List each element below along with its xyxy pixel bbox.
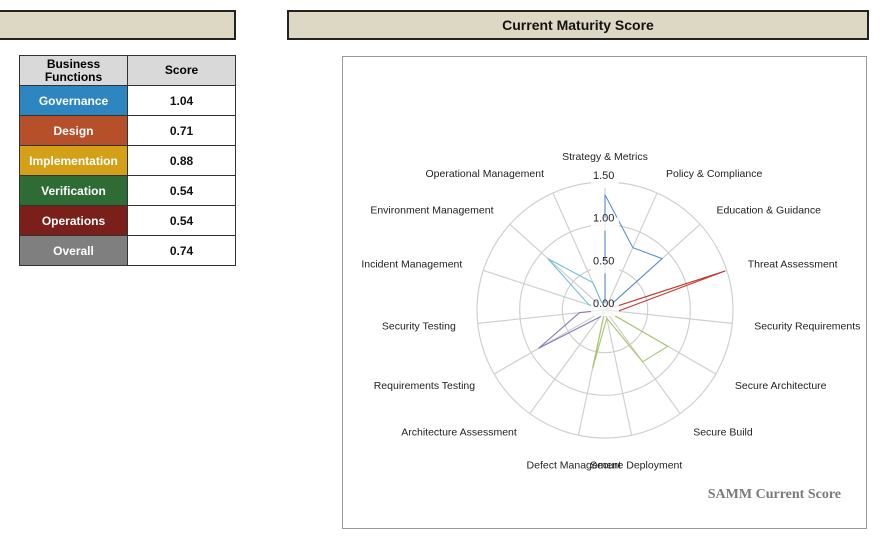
axis-spoke (604, 309, 633, 436)
table-row: Implementation 0.88 (19, 145, 236, 176)
axis-label: Incident Management (361, 259, 462, 271)
chart-title: SAMM Current Score (708, 487, 841, 502)
axis-label: Security Requirements (754, 321, 860, 333)
series-implementation-line (592, 309, 669, 369)
axis-label: Policy & Compliance (666, 168, 762, 180)
axis-label: Secure Build (693, 426, 753, 438)
series-design-line (604, 270, 726, 312)
score-cell: 0.54 (127, 205, 236, 236)
score-cell: 0.74 (127, 235, 236, 266)
chart-header: Current Maturity Score (287, 10, 869, 40)
score-table: Business Functions Score Governance 1.04 D… (19, 55, 236, 266)
axis-label: Requirements Testing (374, 380, 476, 392)
tick-label: 1.00 (593, 213, 614, 225)
axis-spoke (604, 192, 658, 311)
table-row: Design 0.71 (19, 115, 236, 146)
tick-label-bg (591, 303, 619, 316)
function-cell: Implementation (19, 145, 128, 176)
axis-spoke (483, 269, 606, 311)
function-cell: Operations (19, 205, 128, 236)
tick-label: 0.50 (593, 255, 614, 267)
axis-label: Threat Assessment (748, 259, 838, 271)
tick-label-bg (591, 175, 619, 188)
axis-label: Security Testing (382, 321, 456, 333)
axis-label: Secure Deployment (590, 460, 682, 472)
score-cell: 0.71 (127, 115, 236, 146)
table-row: Operations 0.54 (19, 205, 236, 236)
axis-spoke (529, 309, 606, 414)
axis-label: Defect Management (527, 460, 622, 472)
tick-label-bg (591, 260, 619, 274)
axis-label: Strategy & Metrics (562, 151, 648, 163)
table-row: Overall 0.74 (19, 235, 236, 266)
left-header-bar (0, 10, 236, 40)
score-cell: 0.54 (127, 175, 236, 206)
axis-label: Architecture Assessment (401, 426, 517, 438)
score-cell: 1.04 (127, 85, 236, 116)
axis-spoke (493, 309, 606, 375)
score-cell: 0.88 (127, 145, 236, 176)
tick-label: 1.50 (593, 170, 614, 182)
axis-label: Operational Management (426, 168, 545, 180)
axis-label: Environment Management (370, 205, 493, 217)
tick-label-bg (591, 217, 619, 231)
function-cell: Design (19, 115, 128, 146)
axis-label: Secure Architecture (735, 380, 827, 392)
axis-spoke (509, 223, 606, 311)
axis-label: Education & Guidance (717, 205, 822, 217)
axis-spoke (604, 309, 733, 324)
table-row: Governance 1.04 (19, 85, 236, 116)
tick-label: 0.00 (593, 298, 614, 310)
